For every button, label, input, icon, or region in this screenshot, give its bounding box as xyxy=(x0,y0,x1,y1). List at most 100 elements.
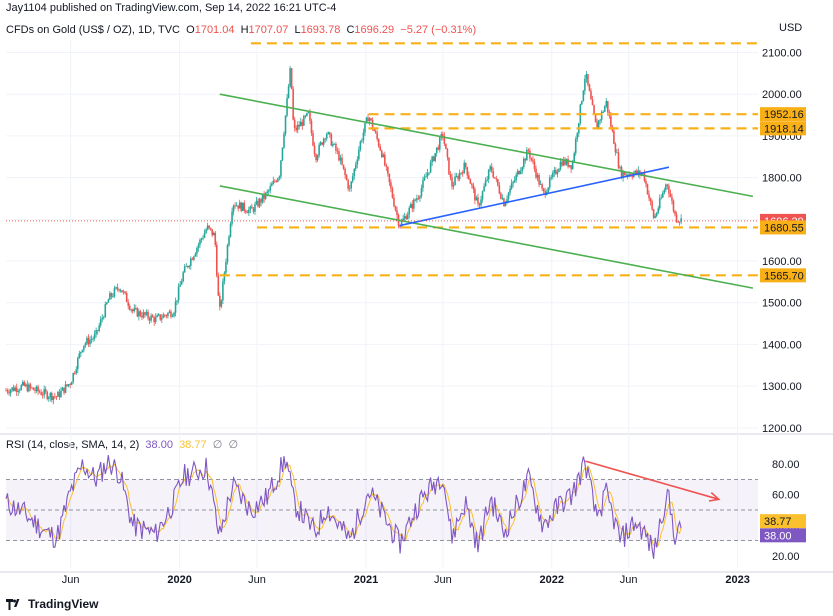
rsi-legend-label[interactable]: RSI (14, close, SMA, 14, 2) xyxy=(6,439,140,451)
candle-body xyxy=(585,74,588,79)
candle-body xyxy=(393,197,395,207)
candle-body xyxy=(661,192,664,198)
time-tick-label: 2022 xyxy=(540,574,564,586)
candle-body xyxy=(225,261,227,273)
candle-body xyxy=(474,188,476,201)
candle-body xyxy=(299,121,302,127)
candle-body xyxy=(307,112,310,114)
candle-body xyxy=(600,111,603,120)
candle-body xyxy=(70,382,73,385)
candle-body xyxy=(622,172,624,179)
candle-body xyxy=(154,317,157,323)
candle-body xyxy=(463,162,466,174)
candle-body xyxy=(530,157,533,160)
candle-body xyxy=(319,142,322,145)
candle-body xyxy=(237,205,239,209)
candle-body xyxy=(478,203,481,206)
candle-body xyxy=(185,266,188,267)
candle-body xyxy=(298,124,301,127)
candle-body xyxy=(124,291,126,293)
candle-body xyxy=(312,133,314,146)
candle-body xyxy=(438,137,441,150)
candle-body xyxy=(391,188,394,198)
candle-body xyxy=(58,391,61,398)
candle-body xyxy=(527,149,530,151)
candle-body xyxy=(116,287,119,290)
low-label: L xyxy=(294,24,301,36)
candle-body xyxy=(626,174,629,176)
candle-body xyxy=(80,351,82,354)
candle-body xyxy=(274,180,276,182)
time-tick-label: Jun xyxy=(62,574,80,586)
candle-body xyxy=(526,149,528,161)
candle-body xyxy=(8,392,10,394)
candle-body xyxy=(96,330,99,331)
candle-body xyxy=(501,198,504,200)
candle-body xyxy=(173,312,175,317)
candle-body xyxy=(472,185,475,189)
candle-body xyxy=(95,330,97,335)
rsi-tick-label: 60.00 xyxy=(772,490,800,502)
candle-body xyxy=(296,124,299,131)
candle-body xyxy=(60,390,62,398)
candle-body xyxy=(513,180,516,182)
candle-body xyxy=(625,174,627,176)
candle-body xyxy=(663,189,666,193)
candle-body xyxy=(87,338,90,345)
candle-body xyxy=(43,389,45,396)
candle-body xyxy=(387,166,389,174)
open-label: O xyxy=(186,24,195,36)
candle-body xyxy=(159,314,162,320)
candle-body xyxy=(222,281,224,301)
candle-body xyxy=(5,390,7,392)
candle-body xyxy=(17,390,20,392)
candle-body xyxy=(652,209,655,218)
candle-body xyxy=(206,225,209,230)
rsi-legend-value: 38.00 xyxy=(145,439,173,451)
candle-body xyxy=(160,317,163,320)
tradingview-logo[interactable]: TradingView xyxy=(6,597,98,611)
rsi-tick-label: 20.00 xyxy=(772,551,800,563)
candle-body xyxy=(409,203,412,208)
candle-body xyxy=(680,218,682,222)
candle-body xyxy=(353,168,356,177)
candle-body xyxy=(435,147,438,154)
symbol-name[interactable]: CFDs on Gold (US$ / OZ), 1D, TVC xyxy=(6,24,181,36)
candle-body xyxy=(275,181,278,183)
candle-body xyxy=(66,384,68,386)
candle-body xyxy=(81,349,84,352)
candle-body xyxy=(110,293,113,297)
rsi-badge-text: 38.00 xyxy=(764,530,792,542)
candle-body xyxy=(426,172,429,177)
price-layer xyxy=(5,65,682,405)
candle-body xyxy=(620,166,623,179)
candle-body xyxy=(191,258,194,260)
candle-body xyxy=(565,159,568,165)
price-tick-label: 1800.00 xyxy=(762,173,802,185)
candle-body xyxy=(283,133,285,148)
candle-body xyxy=(468,175,470,180)
candle-body xyxy=(339,157,342,161)
time-tick-label: Jun xyxy=(620,574,638,586)
candle-body xyxy=(119,290,122,292)
candle-body xyxy=(203,232,206,238)
candle-body xyxy=(385,165,388,167)
candle-body xyxy=(315,154,317,161)
candle-body xyxy=(164,314,166,316)
candle-body xyxy=(109,293,111,300)
candle-body xyxy=(63,387,65,393)
candle-body xyxy=(628,174,630,176)
candle-body xyxy=(541,184,543,189)
rsi-line xyxy=(5,455,682,559)
candle-body xyxy=(135,308,137,309)
candle-body xyxy=(99,319,102,326)
candle-body xyxy=(264,192,267,199)
candle-body xyxy=(428,172,430,174)
candle-body xyxy=(310,120,313,134)
candle-body xyxy=(188,265,191,268)
candle-body xyxy=(481,191,484,200)
close-value: 1696.29 xyxy=(354,24,395,36)
price-chart[interactable]: 1200.001300.001400.001500.001600.001700.… xyxy=(0,0,833,600)
price-tick-label: 1300.00 xyxy=(762,381,802,393)
candle-body xyxy=(245,210,247,213)
